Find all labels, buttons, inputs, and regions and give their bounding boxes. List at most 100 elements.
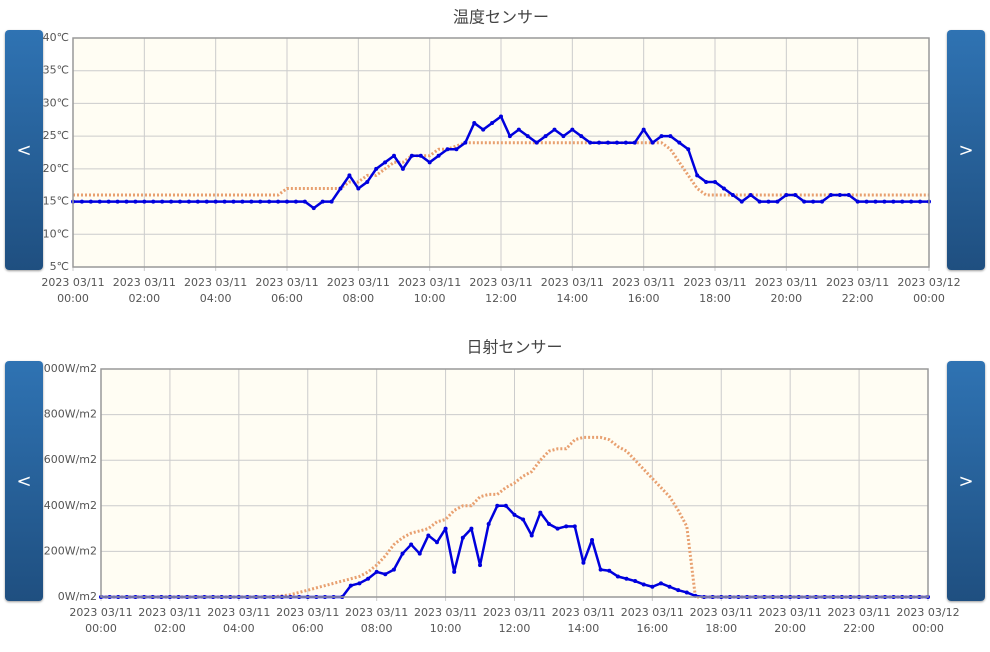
x-tick-label: 2023 03/12 00:00 xyxy=(897,276,961,305)
point xyxy=(570,127,575,132)
point xyxy=(499,114,503,119)
point xyxy=(900,199,905,204)
point xyxy=(668,134,673,139)
x-tick-label: 2023 03/11 22:00 xyxy=(826,276,890,305)
plot-border xyxy=(72,37,930,268)
point xyxy=(538,510,543,515)
point xyxy=(293,199,298,204)
point xyxy=(348,583,353,588)
point xyxy=(347,173,352,178)
next-button[interactable]: > xyxy=(947,30,985,270)
point xyxy=(677,140,682,145)
y-tick-label: 1000W/m2 xyxy=(37,362,97,375)
point xyxy=(855,199,860,204)
point xyxy=(142,199,147,204)
y-tick-label: 15℃ xyxy=(43,195,69,208)
point xyxy=(811,199,816,204)
point xyxy=(400,166,405,171)
x-tick-label: 2023 03/11 22:00 xyxy=(827,606,891,635)
point xyxy=(195,199,200,204)
point xyxy=(615,574,620,579)
point xyxy=(633,579,638,584)
point xyxy=(658,581,663,586)
point xyxy=(151,199,156,204)
point xyxy=(521,517,526,522)
point xyxy=(588,140,593,145)
x-tick-label: 2023 03/11 08:00 xyxy=(345,606,409,635)
point xyxy=(713,179,717,184)
point xyxy=(684,590,689,595)
point xyxy=(454,147,459,152)
point xyxy=(133,199,138,204)
x-tick-label: 2023 03/11 14:00 xyxy=(551,606,615,635)
y-tick-label: 30℃ xyxy=(43,96,69,109)
point xyxy=(891,199,896,204)
x-tick-label: 2023 03/11 10:00 xyxy=(398,276,462,305)
point xyxy=(784,193,789,198)
point xyxy=(730,193,735,198)
point xyxy=(366,576,371,581)
point xyxy=(443,526,448,531)
point xyxy=(329,199,334,204)
y-tick-label: 800W/m2 xyxy=(44,408,97,421)
point xyxy=(495,503,500,508)
point xyxy=(460,535,465,540)
point xyxy=(598,567,603,572)
point xyxy=(186,199,191,204)
point xyxy=(169,199,174,204)
point xyxy=(555,526,560,531)
point xyxy=(676,588,681,593)
point xyxy=(529,533,534,538)
x-tick-label: 2023 03/11 20:00 xyxy=(754,276,818,305)
point xyxy=(546,522,551,527)
point xyxy=(106,199,111,204)
point xyxy=(503,503,508,508)
next-button[interactable]: > xyxy=(947,361,985,601)
point xyxy=(757,199,762,204)
point xyxy=(383,572,388,577)
point xyxy=(873,199,878,204)
plot-border xyxy=(100,368,929,598)
series-line xyxy=(73,141,929,197)
point xyxy=(434,540,439,545)
point xyxy=(409,542,414,547)
point xyxy=(846,193,851,198)
prev-button[interactable]: < xyxy=(5,361,43,601)
point xyxy=(564,524,569,529)
point xyxy=(828,193,833,198)
y-tick-label: 35℃ xyxy=(43,64,69,77)
point xyxy=(213,199,218,204)
point xyxy=(365,179,370,184)
x-tick-label: 2023 03/11 18:00 xyxy=(689,606,753,635)
point xyxy=(748,193,753,198)
point xyxy=(632,140,637,145)
prev-button[interactable]: < xyxy=(5,30,43,270)
point xyxy=(356,186,361,191)
x-tick-label: 2023 03/11 20:00 xyxy=(758,606,822,635)
point xyxy=(802,199,807,204)
point xyxy=(572,524,577,529)
point xyxy=(695,173,700,178)
point xyxy=(391,567,396,572)
point xyxy=(160,199,165,204)
point xyxy=(581,560,586,565)
x-tick-label: 2023 03/11 02:00 xyxy=(112,276,176,305)
point xyxy=(490,121,495,126)
point xyxy=(721,186,726,191)
point xyxy=(739,199,744,204)
x-tick-label: 2023 03/11 04:00 xyxy=(184,276,248,305)
point xyxy=(641,582,646,587)
x-tick-label: 2023 03/11 08:00 xyxy=(326,276,390,305)
point xyxy=(623,140,628,145)
point xyxy=(641,127,646,132)
point xyxy=(590,538,595,542)
point xyxy=(507,134,512,139)
point xyxy=(392,153,396,158)
point xyxy=(311,206,316,211)
point xyxy=(820,199,824,204)
point xyxy=(918,199,923,204)
x-tick-label: 2023 03/11 18:00 xyxy=(683,276,747,305)
point xyxy=(650,584,655,589)
point xyxy=(597,140,602,145)
